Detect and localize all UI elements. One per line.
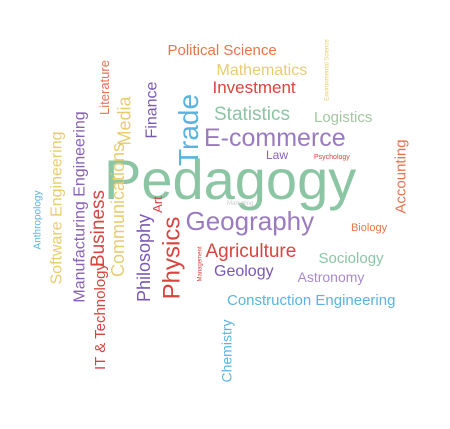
word-manufacturing-engineering: Manufacturing Engineering	[71, 111, 89, 303]
word-anthropology: Anthropology	[31, 190, 43, 250]
word-media: Media	[114, 96, 135, 146]
word-environmental-science: Environmental Science	[324, 39, 331, 101]
word-e-commerce: E-commerce	[204, 123, 346, 152]
word-physics: Physics	[157, 216, 185, 300]
word-sociology: Sociology	[318, 249, 384, 267]
word-statistics: Statistics	[214, 103, 291, 125]
word-mathematics: Mathematics	[216, 62, 308, 79]
word-astronomy: Astronomy	[297, 269, 365, 285]
word-law: Law	[266, 148, 289, 162]
word-geography: Geography	[185, 206, 315, 236]
word-art: Art	[149, 195, 165, 213]
word-pedagogy: Pedagogy	[104, 148, 357, 211]
word-communications: Communications	[108, 142, 129, 278]
word-accounting: Accounting	[392, 138, 410, 214]
word-trade: Trade	[173, 93, 205, 167]
word-marketing: Marketing	[227, 201, 254, 207]
word-philosophy: Philosophy	[134, 213, 155, 303]
word-psychology: Psychology	[314, 153, 350, 161]
word-literature: Literature	[96, 59, 112, 115]
word-biology: Biology	[351, 221, 388, 234]
word-management: Management	[197, 246, 204, 282]
word-it-and-technology: IT & Technology	[91, 262, 109, 370]
word-investment: Investment	[212, 77, 296, 97]
word-agriculture: Agriculture	[205, 240, 297, 262]
word-political-science: Political Science	[167, 41, 277, 59]
word-finance: Finance	[142, 81, 160, 139]
word-construction-engineering: Construction Engineering	[227, 291, 396, 309]
word-business: Business	[87, 189, 109, 267]
word-software-engineering: Software Engineering	[47, 131, 65, 285]
word-logistics: Logistics	[314, 108, 373, 126]
word-geology: Geology	[214, 263, 274, 280]
word-chemistry: Chemistry	[218, 319, 235, 383]
